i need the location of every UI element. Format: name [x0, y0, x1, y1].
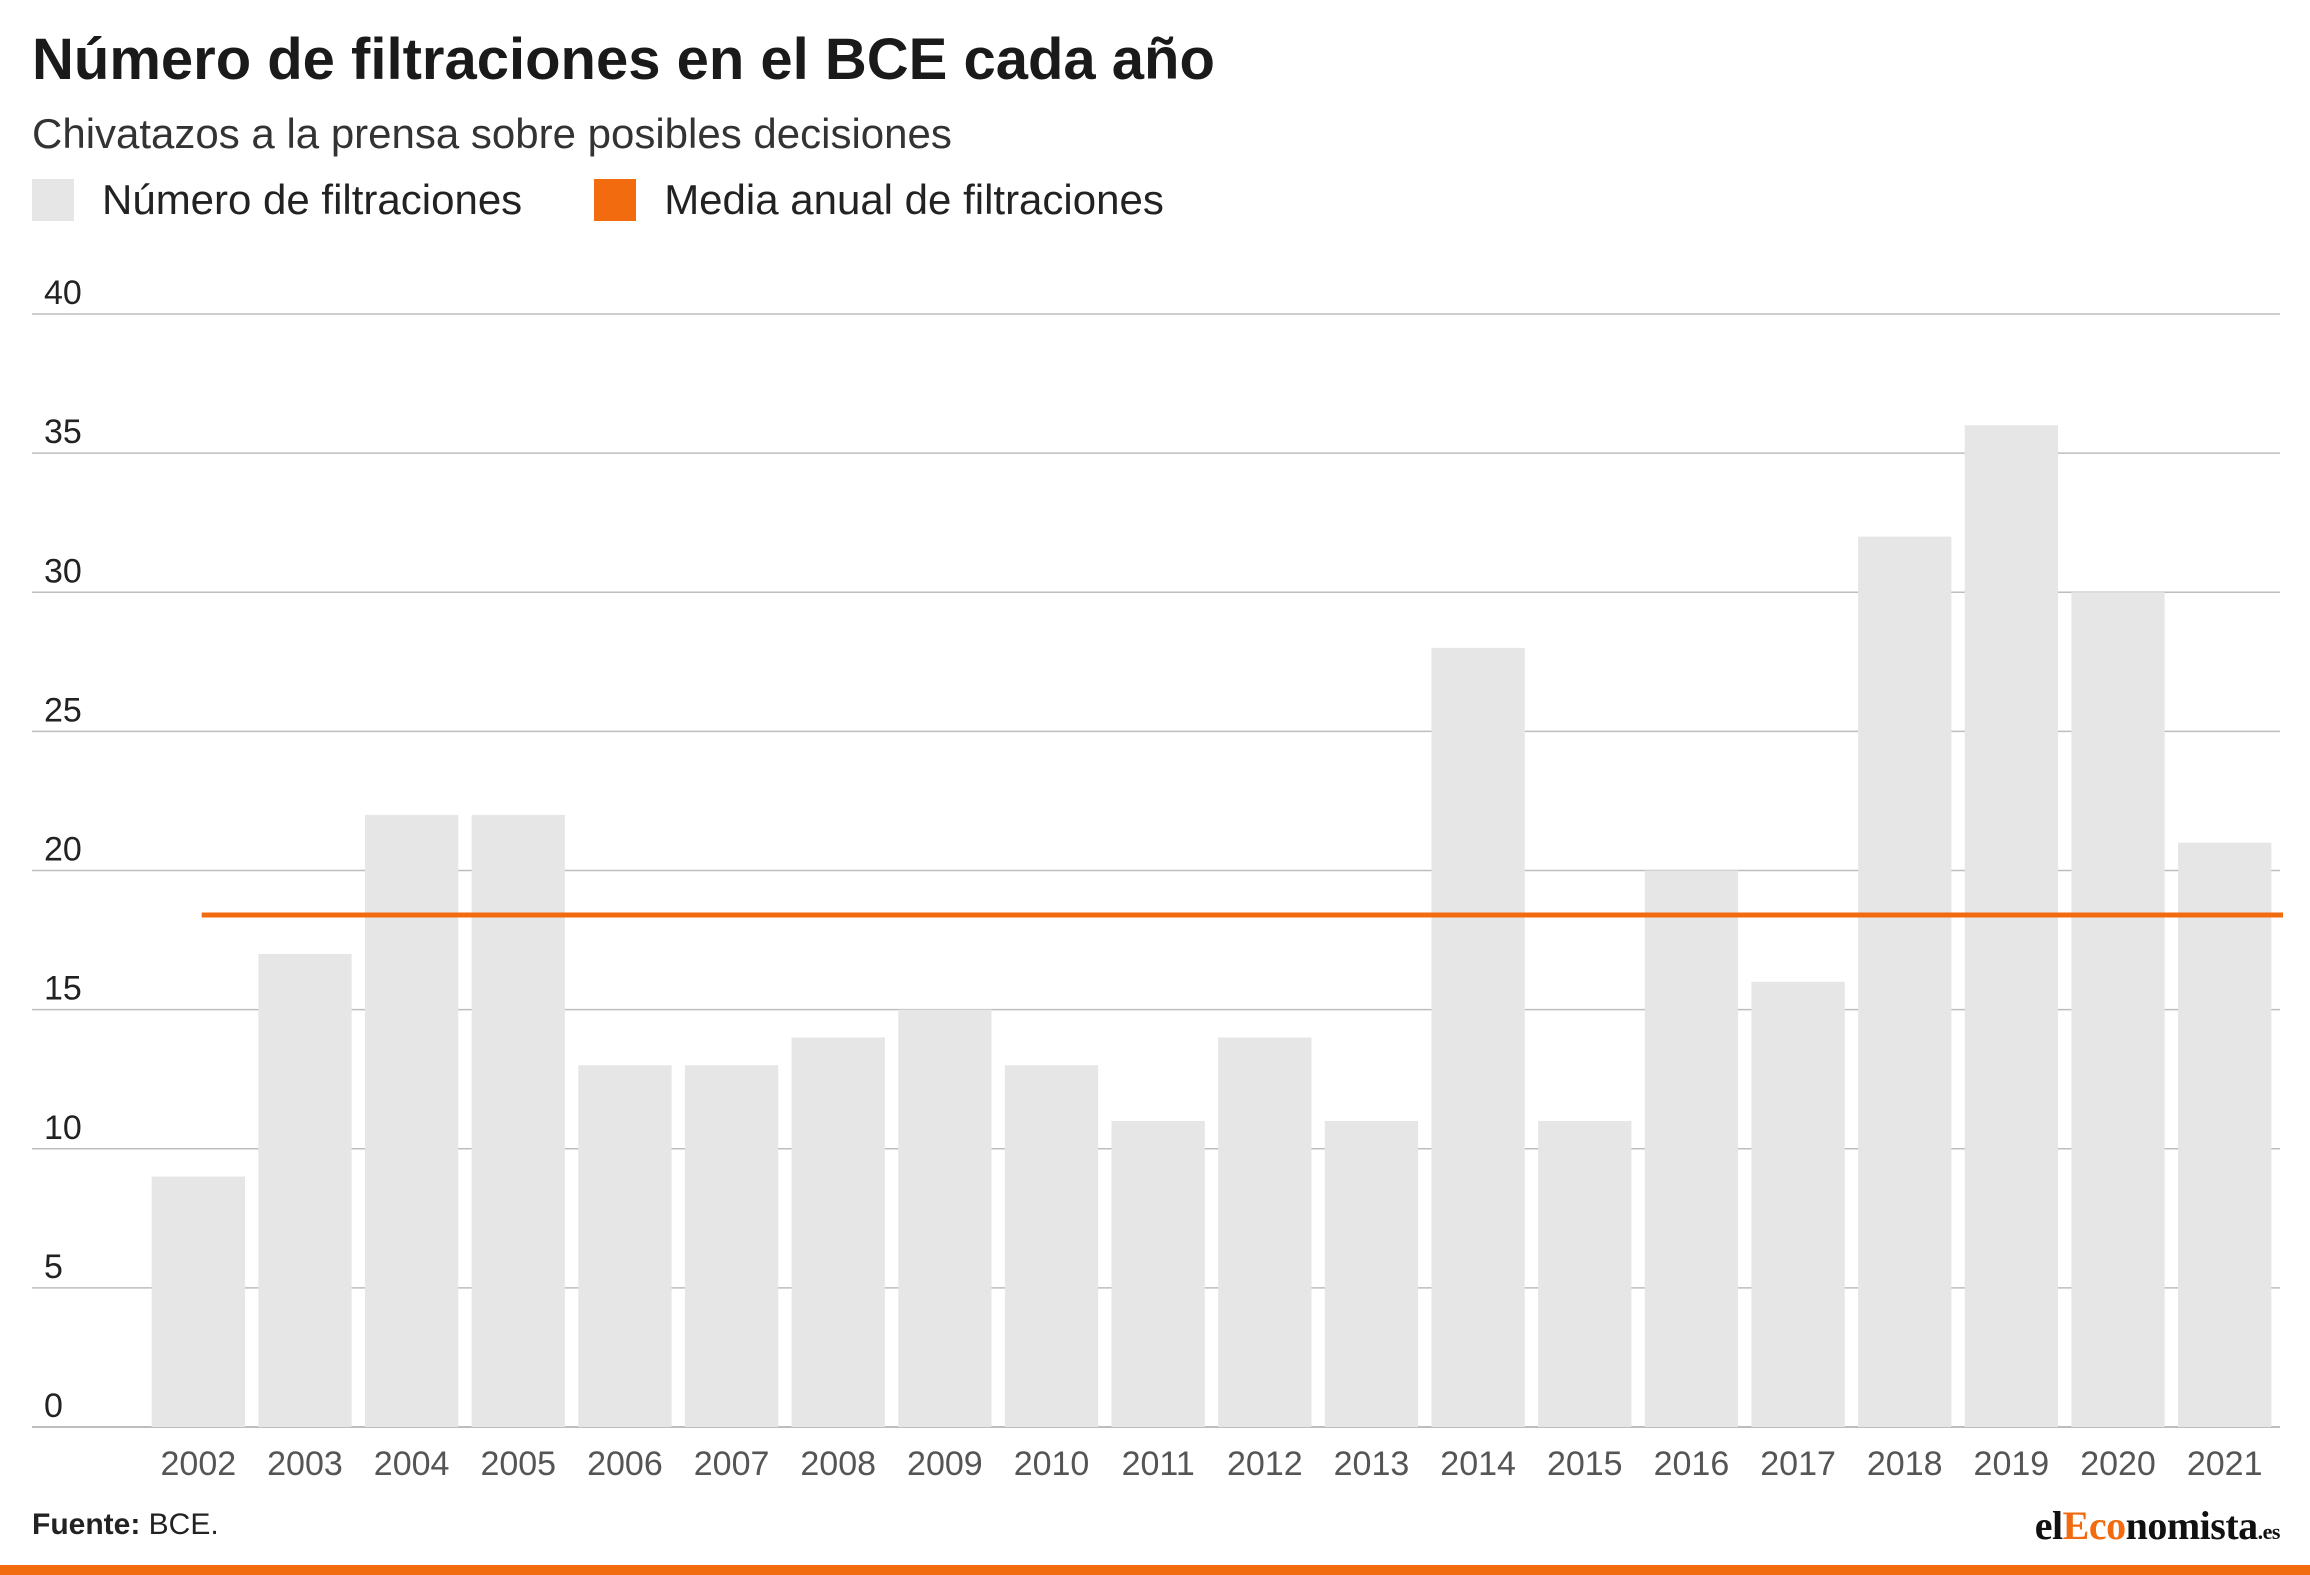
x-tick-label: 2018 — [1867, 1445, 1943, 1483]
x-tick-label: 2009 — [907, 1445, 983, 1483]
x-tick-label: 2014 — [1440, 1445, 1516, 1483]
bar-2002 — [151, 1176, 245, 1427]
x-tick-label: 2010 — [1014, 1445, 1090, 1483]
bar-2018 — [1858, 536, 1952, 1427]
source-note: Fuente: BCE. — [32, 1508, 219, 1542]
legend-swatch-line — [594, 179, 637, 221]
chart-legend: Número de filtraciones Media anual de fi… — [32, 176, 1236, 224]
y-tick-label: 35 — [44, 413, 82, 451]
bars — [151, 425, 2272, 1427]
x-tick-label: 2021 — [2187, 1445, 2263, 1483]
bar-2004 — [364, 814, 459, 1427]
bar-2020 — [2071, 592, 2165, 1427]
chart-title: Número de filtraciones en el BCE cada añ… — [32, 27, 1215, 92]
brand-logo: elEconomista.es — [2034, 1502, 2281, 1549]
y-tick-label: 25 — [44, 691, 82, 729]
x-tick-label: 2004 — [374, 1445, 450, 1483]
bar-2015 — [1538, 1120, 1632, 1427]
legend-item-bars: Número de filtraciones — [32, 176, 522, 224]
x-tick-label: 2008 — [800, 1445, 876, 1483]
x-tick-label: 2006 — [587, 1445, 663, 1483]
x-tick-label: 2015 — [1547, 1445, 1623, 1483]
bar-2012 — [1218, 1037, 1312, 1427]
legend-label-bars: Número de filtraciones — [102, 176, 523, 223]
y-tick-label: 20 — [44, 831, 82, 869]
x-tick-label: 2017 — [1760, 1445, 1836, 1483]
bar-2006 — [578, 1065, 672, 1427]
bottom-brand-rule — [0, 1565, 2310, 1575]
x-tick-label: 2003 — [267, 1445, 343, 1483]
source-label: Fuente: — [32, 1508, 141, 1541]
legend-swatch-bars — [32, 179, 74, 221]
legend-label-line: Media anual de filtraciones — [664, 176, 1164, 223]
bar-2003 — [258, 953, 352, 1427]
bar-2009 — [898, 1009, 992, 1427]
bar-2011 — [1111, 1120, 1205, 1427]
x-tick-label: 2019 — [1974, 1445, 2050, 1483]
y-tick-label: 10 — [44, 1109, 82, 1147]
bar-2021 — [2178, 842, 2272, 1427]
x-tick-label: 2020 — [2080, 1445, 2156, 1483]
bar-2010 — [1004, 1065, 1099, 1427]
x-tick-label: 2012 — [1227, 1445, 1303, 1483]
logo-accent: Eco — [2062, 1503, 2126, 1548]
bar-2019 — [1964, 425, 2059, 1427]
bar-2017 — [1751, 981, 1845, 1427]
y-tick-label: 15 — [44, 970, 82, 1008]
y-tick-label: 40 — [44, 274, 82, 312]
y-tick-label: 5 — [44, 1248, 63, 1286]
x-tick-label: 2002 — [161, 1445, 237, 1483]
logo-suffix: .es — [2257, 1519, 2281, 1544]
logo-prefix: el — [2034, 1503, 2063, 1548]
x-tick-label: 2007 — [694, 1445, 770, 1483]
bar-2005 — [471, 814, 565, 1427]
x-tick-label: 2016 — [1654, 1445, 1730, 1483]
chart-subtitle: Chivatazos a la prensa sobre posibles de… — [32, 110, 952, 157]
x-axis-ticks: 2002 2003 2004 2005 2006 2007 2008 2009 2010 2011… — [161, 1445, 2263, 1483]
x-tick-label: 2013 — [1334, 1445, 1410, 1483]
y-tick-label: 0 — [44, 1387, 63, 1425]
bar-2013 — [1324, 1120, 1419, 1427]
y-axis-ticks: 0 5 10 15 20 25 30 35 40 — [44, 274, 82, 1425]
x-tick-label: 2005 — [480, 1445, 556, 1483]
x-tick-label: 2011 — [1122, 1445, 1195, 1483]
bar-2007 — [684, 1065, 779, 1427]
y-tick-label: 30 — [44, 552, 82, 590]
source-value: BCE. — [148, 1508, 219, 1541]
bar-2008 — [791, 1037, 885, 1427]
logo-rest: nomista — [2125, 1503, 2259, 1548]
bar-2016 — [1644, 870, 1739, 1427]
bar-2014 — [1431, 647, 1525, 1427]
legend-item-line: Media anual de filtraciones — [594, 176, 1164, 224]
